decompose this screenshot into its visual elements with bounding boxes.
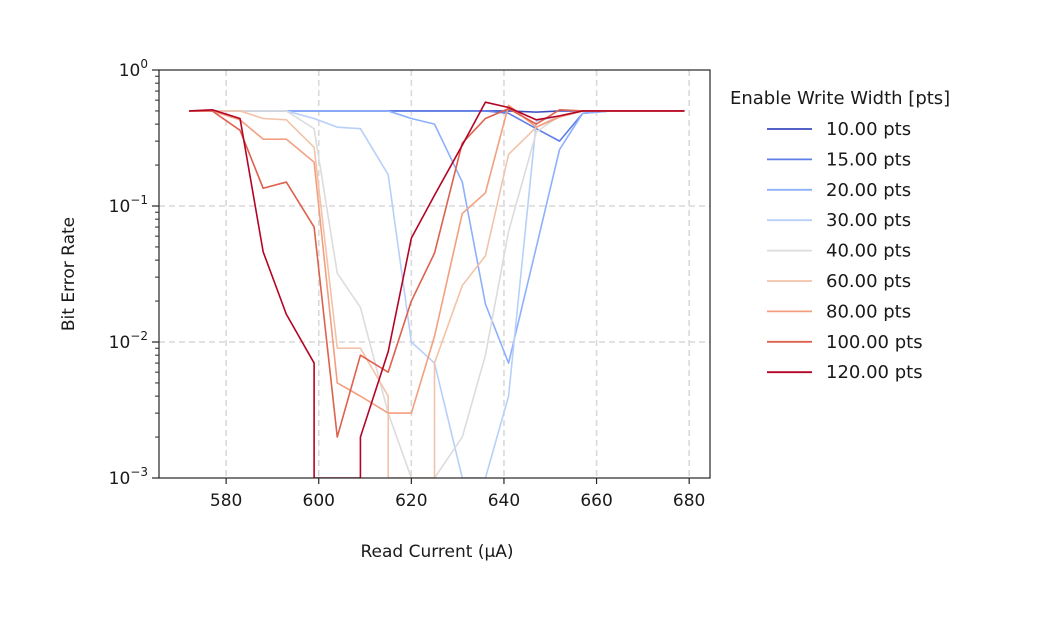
x-axis: 580 600 620 640 660 680 <box>210 478 705 511</box>
x-tick-label: 580 <box>210 491 242 511</box>
legend-label: 15.00 pts <box>826 149 911 170</box>
series-line <box>189 107 685 438</box>
x-tick-label: 600 <box>303 491 335 511</box>
plot-frame <box>158 69 711 479</box>
y-axis-title: Bit Error Rate <box>59 217 79 331</box>
series-lines <box>189 101 685 478</box>
legend-title: Enable Write Width [pts] <box>730 88 950 109</box>
series-line <box>189 110 685 478</box>
series-line <box>189 110 685 478</box>
y-axis: 10−3 10−2 10−1 100 <box>109 57 159 489</box>
legend-label: 100.00 pts <box>826 332 923 353</box>
legend-label: 120.00 pts <box>826 362 923 383</box>
legend-label: 60.00 pts <box>826 271 911 292</box>
legend-label: 20.00 pts <box>826 180 911 201</box>
y-tick-label: 10−3 <box>109 465 148 489</box>
series-line <box>189 104 685 414</box>
y-tick-label: 10−2 <box>109 329 148 353</box>
legend-label: 40.00 pts <box>826 241 911 262</box>
y-tick-label: 100 <box>119 57 148 81</box>
x-tick-label: 620 <box>395 491 427 511</box>
x-tick-label: 640 <box>488 491 520 511</box>
series-line <box>189 110 685 142</box>
series-line <box>189 101 685 478</box>
x-tick-label: 660 <box>580 491 612 511</box>
legend: Enable Write Width [pts] 10.00 pts 15.00 … <box>730 88 950 383</box>
legend-label: 10.00 pts <box>826 119 911 140</box>
legend-label: 80.00 pts <box>826 301 911 322</box>
series-line <box>189 110 685 478</box>
y-tick-label: 10−1 <box>109 193 148 217</box>
legend-label: 30.00 pts <box>826 210 911 231</box>
x-tick-label: 680 <box>673 491 705 511</box>
x-axis-title: Read Current (μA) <box>360 542 513 562</box>
